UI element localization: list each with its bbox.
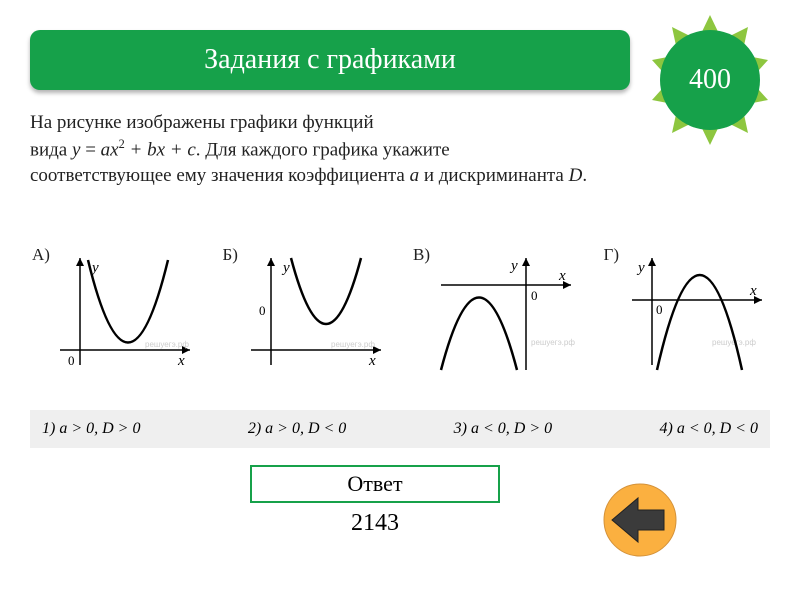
svg-text:0: 0 <box>68 353 75 368</box>
graph-label-g: Г) <box>604 245 620 265</box>
svg-text:x: x <box>749 283 757 299</box>
svg-text:0: 0 <box>531 288 538 303</box>
svg-text:0: 0 <box>656 302 663 317</box>
option-3: 3) a < 0, D > 0 <box>454 420 552 438</box>
graph-svg-b: x y 0 решуегэ.рф <box>241 250 391 375</box>
option-2: 2) a > 0, D < 0 <box>248 420 346 438</box>
graph-svg-g: x y 0 решуегэ.рф <box>622 250 772 375</box>
graph-g: Г) x y 0 решуегэ.рф <box>602 245 781 375</box>
problem-line1c: . Для каждого графика укажите <box>196 139 450 160</box>
svg-text:x: x <box>177 353 185 369</box>
graph-label-a: А) <box>32 245 50 265</box>
svg-text:0: 0 <box>259 303 266 318</box>
graph-svg-a: x y 0 решуегэ.рф <box>50 250 200 375</box>
svg-text:решуегэ.рф: решуегэ.рф <box>145 340 189 349</box>
graphs-row: А) x y 0 решуегэ.рф Б) x y 0 решуегэ.рф <box>30 245 780 375</box>
option-4: 4) a < 0, D < 0 <box>659 420 757 438</box>
problem-line1b: вида <box>30 139 72 160</box>
header-bar: Задания с графиками <box>30 30 630 90</box>
answer-button-label: Ответ <box>347 471 402 497</box>
problem-line1a: На рисунке изображены графики функций <box>30 112 374 133</box>
back-button[interactable] <box>600 480 680 560</box>
graph-a: А) x y 0 решуегэ.рф <box>30 245 209 375</box>
formula-bx: + bx + c <box>125 139 196 160</box>
graph-label-v: В) <box>413 245 430 265</box>
svg-text:решуегэ.рф: решуегэ.рф <box>331 340 375 349</box>
option-1: 1) a > 0, D > 0 <box>42 420 140 438</box>
graph-label-b: Б) <box>223 245 238 265</box>
problem-line2b: и дис­криминанта <box>419 165 569 186</box>
answer-value: 2143 <box>250 510 500 537</box>
formula-eq: = <box>80 139 100 160</box>
svg-text:y: y <box>636 260 645 276</box>
svg-text:x: x <box>558 268 566 284</box>
score-value: 400 <box>689 64 731 96</box>
problem-d: D <box>569 165 583 186</box>
graph-v: В) x y 0 решуегэ.рф <box>411 245 590 375</box>
svg-text:y: y <box>281 260 290 276</box>
formula-ax: ax <box>101 139 119 160</box>
problem-line2a: соответствующее ему значения коэффициент… <box>30 165 410 186</box>
graph-svg-v: x y 0 решуегэ.рф <box>431 250 581 375</box>
problem-line2c: . <box>582 165 587 186</box>
problem-coef: a <box>410 165 420 186</box>
svg-text:решуегэ.рф: решуегэ.рф <box>531 338 575 347</box>
header-title: Задания с графиками <box>204 44 456 76</box>
graph-b: Б) x y 0 решуегэ.рф <box>221 245 400 375</box>
svg-text:y: y <box>509 258 518 274</box>
problem-text: На рисунке изображены графики функций ви… <box>30 110 770 188</box>
answer-button[interactable]: Ответ <box>250 465 500 503</box>
back-arrow-icon <box>600 480 680 560</box>
svg-text:x: x <box>368 353 376 369</box>
options-bar: 1) a > 0, D > 0 2) a > 0, D < 0 3) a < 0… <box>30 410 770 448</box>
